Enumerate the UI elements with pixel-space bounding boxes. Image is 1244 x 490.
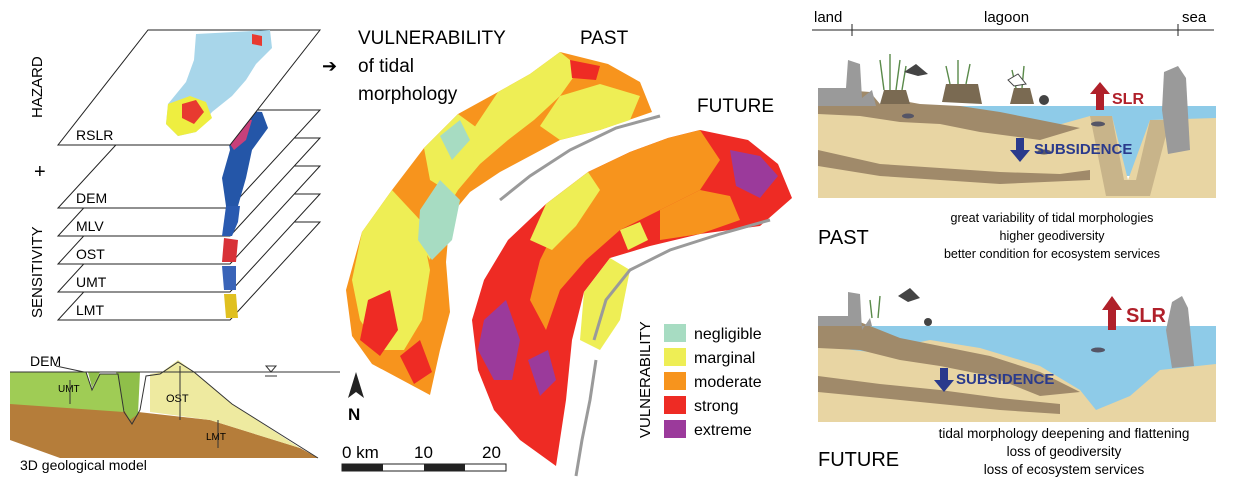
legend-swatch-moderate bbox=[664, 372, 686, 390]
layer-map-ost bbox=[222, 238, 238, 262]
vulnerability-title-3: morphology bbox=[358, 84, 458, 105]
future-profile-label: FUTURE bbox=[818, 449, 899, 471]
layer-labels: RSLR DEM MLV OST UMT LMT bbox=[76, 127, 113, 318]
geo-label-lmt: LMT bbox=[206, 432, 226, 443]
fish-icon bbox=[1091, 347, 1105, 353]
layer-label-dem: DEM bbox=[76, 190, 107, 206]
bird-icon bbox=[904, 64, 1049, 105]
layer-map-mlv bbox=[222, 206, 240, 236]
geo-umt-layer bbox=[10, 372, 140, 420]
scale-label-zero: 0 km bbox=[342, 443, 379, 462]
past-profile-label: PAST bbox=[818, 227, 869, 249]
water-level-icon bbox=[264, 365, 278, 373]
lagoon-profiles: land lagoon sea bbox=[812, 9, 1216, 477]
layer-label-mlv: MLV bbox=[76, 218, 104, 234]
north-arrow-icon: N bbox=[348, 372, 364, 424]
past-channel bbox=[1090, 116, 1170, 196]
future-line-2: loss of geodiversity bbox=[1007, 444, 1122, 459]
future-mud bbox=[818, 316, 1080, 396]
future-line-3: loss of ecosystem services bbox=[984, 462, 1145, 477]
future-barrier-sea bbox=[1166, 296, 1194, 368]
vulnerability-arrow: ➔ bbox=[322, 56, 337, 76]
dem-pointer bbox=[55, 365, 85, 373]
layer-label-ost: OST bbox=[76, 246, 105, 262]
past-barrier-sea bbox=[1162, 66, 1190, 154]
vulnerability-maps: ➔ VULNERABILITY of tidal morphology PAST… bbox=[322, 28, 792, 477]
past-barrier-land bbox=[818, 60, 876, 106]
legend-label-marginal: marginal bbox=[694, 350, 755, 367]
legend-swatch-extreme bbox=[664, 420, 686, 438]
geo-caption: 3D geological model bbox=[20, 457, 147, 473]
layer-label-umt: UMT bbox=[76, 274, 107, 290]
layer-map-umt bbox=[222, 266, 236, 290]
reed-icon bbox=[869, 295, 881, 319]
geological-model: DEM UMT OST LMT 3D geological model bbox=[10, 353, 340, 473]
layer-stack: HAZARD + SENSITIVITY RSLR DEM MLV OST UM… bbox=[29, 29, 322, 321]
hazard-label: HAZARD bbox=[29, 56, 46, 118]
vulnerability-title-2: of tidal bbox=[358, 56, 414, 77]
axis-label-sea: sea bbox=[1182, 9, 1207, 26]
slr-arrow-icon bbox=[1102, 296, 1122, 330]
subsidence-arrow-icon bbox=[934, 368, 954, 392]
future-subsidence-label: SUBSIDENCE bbox=[956, 371, 1054, 388]
future-line-1: tidal morphology deepening and flattenin… bbox=[939, 426, 1190, 441]
layer-map-lmt bbox=[224, 294, 238, 318]
future-barrier-land bbox=[818, 292, 872, 330]
plus-sign: + bbox=[34, 161, 46, 183]
past-line-3: better condition for ecosystem services bbox=[944, 247, 1160, 261]
subsidence-arrow-icon bbox=[1010, 138, 1030, 162]
past-mud-upper bbox=[818, 88, 1080, 140]
scale-bar: 0 km 10 20 bbox=[341, 443, 507, 472]
layer-map-rslr-red bbox=[182, 100, 204, 124]
future-map-label: FUTURE bbox=[697, 96, 774, 117]
future-mud-lower bbox=[818, 376, 1060, 414]
past-saltmarsh bbox=[880, 84, 1034, 104]
past-profile: SLR SUBSIDENCE bbox=[818, 54, 1216, 198]
legend-swatch-strong bbox=[664, 396, 686, 414]
past-line-2: higher geodiversity bbox=[1000, 229, 1106, 243]
layer-label-rslr: RSLR bbox=[76, 127, 113, 143]
legend-title: VULNERABILITY bbox=[637, 321, 654, 438]
vulnerability-title-1: VULNERABILITY bbox=[358, 28, 506, 49]
past-map-label: PAST bbox=[580, 28, 629, 49]
past-line-1: great variability of tidal morphologies bbox=[951, 211, 1154, 225]
slr-arrow-icon bbox=[1090, 82, 1110, 110]
bird-icon bbox=[898, 288, 932, 326]
past-map bbox=[346, 52, 652, 395]
axis-label-lagoon: lagoon bbox=[984, 9, 1029, 26]
geo-label-umt: UMT bbox=[58, 384, 80, 395]
legend-swatch-negligible bbox=[664, 324, 686, 342]
legend-swatch-marginal bbox=[664, 348, 686, 366]
past-slr-label: SLR bbox=[1112, 91, 1144, 108]
legend-label-extreme: extreme bbox=[694, 422, 752, 439]
coastline-future-2 bbox=[574, 359, 598, 477]
future-map bbox=[472, 130, 792, 466]
geo-label-dem: DEM bbox=[30, 353, 61, 369]
future-slr-label: SLR bbox=[1126, 305, 1167, 327]
fish-icon bbox=[902, 113, 1105, 155]
coastline-future bbox=[592, 218, 771, 341]
past-mud-lower bbox=[818, 150, 1090, 184]
coastline-past bbox=[499, 114, 661, 202]
geo-ost-layer bbox=[150, 360, 300, 448]
axis-label-land: land bbox=[814, 9, 842, 26]
geo-surface bbox=[10, 361, 319, 459]
north-label: N bbox=[348, 405, 360, 424]
scale-label-end: 20 bbox=[482, 443, 501, 462]
legend-label-moderate: moderate bbox=[694, 374, 762, 391]
legend-label-strong: strong bbox=[694, 398, 738, 415]
past-subsidence-label: SUBSIDENCE bbox=[1034, 141, 1132, 158]
future-profile: SLR SUBSIDENCE bbox=[818, 288, 1216, 422]
legend-label-negligible: negligible bbox=[694, 326, 762, 343]
geo-label-ost: OST bbox=[166, 393, 189, 405]
layer-label-lmt: LMT bbox=[76, 302, 104, 318]
sensitivity-label: SENSITIVITY bbox=[29, 226, 46, 318]
geo-lmt-layer bbox=[10, 402, 318, 458]
layer-map-rslr-red2 bbox=[252, 34, 262, 46]
vulnerability-legend: VULNERABILITY negligible marginal modera… bbox=[637, 321, 762, 439]
scale-label-mid: 10 bbox=[414, 443, 433, 462]
